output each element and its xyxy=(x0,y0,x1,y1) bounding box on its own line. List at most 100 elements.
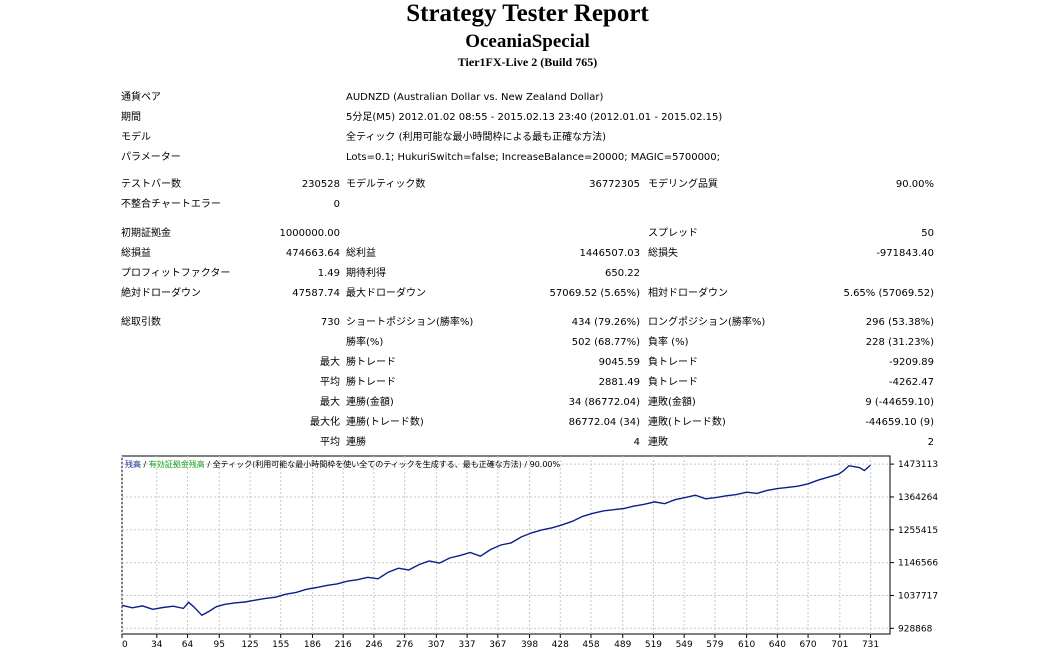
server-build: Tier1FX-Live 2 (Build 765) xyxy=(457,55,598,69)
model-label: モデル xyxy=(121,132,151,143)
x-tick-label: 367 xyxy=(489,640,506,650)
avg-consec-loss-value: 2 xyxy=(927,437,934,448)
average-prefix: 平均 xyxy=(320,377,340,388)
x-tick-label: 337 xyxy=(458,640,475,650)
mismatch-value: 0 xyxy=(333,199,340,210)
loss-pct-value: 228 (31.23%) xyxy=(865,337,934,348)
total-trades-value: 730 xyxy=(320,317,340,328)
x-tick-label: 398 xyxy=(521,640,538,650)
x-tick-label: 0 xyxy=(122,640,128,650)
loss-pct-label: 負率 (%) xyxy=(648,337,689,348)
max-consec-prefix: 最大 xyxy=(320,397,340,408)
win-pct-value: 502 (68.77%) xyxy=(571,337,640,348)
period-label: 期間 xyxy=(121,112,141,123)
spread-value: 50 xyxy=(921,228,934,239)
x-tick-label: 125 xyxy=(241,640,258,650)
y-tick-label: 928868 xyxy=(898,624,933,634)
max-drawdown-label: 最大ドローダウン xyxy=(346,288,426,299)
max-consec-loss-value: 9 (-44659.10) xyxy=(865,397,934,408)
rel-drawdown-value: 5.65% (57069.52) xyxy=(843,288,934,299)
y-tick-label: 1255415 xyxy=(898,526,938,536)
report-title: Strategy Tester Report xyxy=(406,0,649,27)
max-drawdown-value: 57069.52 (5.65%) xyxy=(549,288,640,299)
profit-factor-label: プロフィットファクター xyxy=(121,268,231,279)
avg-consec-win-value: 4 xyxy=(633,437,640,448)
x-tick-label: 34 xyxy=(151,640,163,650)
x-tick-label: 186 xyxy=(304,640,321,650)
short-positions-label: ショートポジション(勝率%) xyxy=(346,317,474,328)
avg-win-label: 勝トレード xyxy=(346,377,396,388)
ticks-value: 36772305 xyxy=(589,179,640,190)
long-positions-label: ロングポジション(勝率%) xyxy=(648,317,766,328)
x-tick-label: 610 xyxy=(738,640,755,650)
avg-loss-value: -4262.47 xyxy=(889,377,934,388)
largest-win-value: 9045.59 xyxy=(598,357,640,368)
avg-consec-win-label: 連勝 xyxy=(346,437,366,448)
largest-win-label: 勝トレード xyxy=(346,357,396,368)
x-tick-label: 489 xyxy=(614,640,631,650)
legend-model: 全ティック(利用可能な最小時間枠を使い全てのティックを生成する、最も正確な方法)… xyxy=(213,459,561,469)
pair-label: 通貨ペア xyxy=(121,92,161,103)
x-tick-label: 640 xyxy=(769,640,786,650)
period-value: 5分足(M5) 2012.01.02 08:55 - 2015.02.13 23… xyxy=(346,112,723,123)
avg-win-value: 2881.49 xyxy=(598,377,640,388)
x-tick-label: 458 xyxy=(582,640,599,650)
expert-name: OceaniaSpecial xyxy=(465,31,590,52)
params-label: パラメーター xyxy=(121,152,181,163)
maximal-prefix: 最大化 xyxy=(310,417,340,428)
pair-value: AUDNZD (Australian Dollar vs. New Zealan… xyxy=(346,92,604,103)
largest-loss-value: -9209.89 xyxy=(889,357,934,368)
x-tick-label: 246 xyxy=(365,640,382,650)
deposit-value: 1000000.00 xyxy=(279,228,340,239)
x-tick-label: 701 xyxy=(831,640,848,650)
maximal-win-value: 86772.04 (34) xyxy=(568,417,640,428)
x-tick-label: 549 xyxy=(676,640,693,650)
avg-consec-prefix: 平均 xyxy=(320,437,340,448)
net-profit-label: 総損益 xyxy=(121,248,151,259)
x-tick-label: 276 xyxy=(396,640,413,650)
chart-legend: 残高 / 有効証拠金残高 / 全ティック(利用可能な最小時間枠を使い全てのティッ… xyxy=(125,459,561,469)
total-trades-label: 総取引数 xyxy=(121,317,161,328)
x-tick-label: 307 xyxy=(428,640,445,650)
plot-area xyxy=(121,455,891,635)
x-tick-label: 579 xyxy=(706,640,723,650)
balance-line xyxy=(121,464,871,617)
largest-prefix: 最大 xyxy=(320,357,340,368)
bars-label: テストバー数 xyxy=(121,179,181,190)
short-positions-value: 434 (79.26%) xyxy=(571,317,640,328)
abs-drawdown-label: 絶対ドローダウン xyxy=(121,288,201,299)
x-tick-label: 731 xyxy=(862,640,879,650)
gross-profit-value: 1446507.03 xyxy=(579,248,640,259)
avg-loss-label: 負トレード xyxy=(648,377,698,388)
y-tick-label: 1473113 xyxy=(898,460,938,470)
x-tick-label: 216 xyxy=(335,640,352,650)
y-tick-label: 1364264 xyxy=(898,493,938,503)
gross-loss-label: 総損失 xyxy=(648,248,678,259)
long-positions-value: 296 (53.38%) xyxy=(865,317,934,328)
legend-sep-1: / xyxy=(141,460,149,469)
maximal-loss-label: 連敗(トレード数) xyxy=(648,417,726,428)
profit-factor-value: 1.49 xyxy=(317,268,340,279)
quality-value: 90.00% xyxy=(895,179,934,190)
x-tick-label: 519 xyxy=(645,640,662,650)
max-consec-loss-label: 連敗(金額) xyxy=(648,397,696,408)
params-value: Lots=0.1; HukuriSwitch=false; IncreaseBa… xyxy=(346,152,721,163)
balance-chart: 残高 / 有効証拠金残高 / 全ティック(利用可能な最小時間枠を使い全てのティッ… xyxy=(120,455,938,650)
rel-drawdown-label: 相対ドローダウン xyxy=(648,288,728,299)
x-tick-label: 95 xyxy=(214,640,225,650)
largest-loss-label: 負トレード xyxy=(648,357,698,368)
abs-drawdown-value: 47587.74 xyxy=(292,288,340,299)
bars-value: 230528 xyxy=(301,179,340,190)
quality-label: モデリング品質 xyxy=(648,179,718,190)
x-tick-label: 670 xyxy=(799,640,816,650)
max-consec-win-value: 34 (86772.04) xyxy=(568,397,640,408)
ticks-label: モデルティック数 xyxy=(346,179,426,190)
gross-loss-value: -971843.40 xyxy=(876,248,934,259)
legend-sep-2: / xyxy=(205,460,213,469)
model-value: 全ティック (利用可能な最小時間枠による最も正確な方法) xyxy=(346,132,607,143)
maximal-loss-value: -44659.10 (9) xyxy=(865,417,934,428)
deposit-label: 初期証拠金 xyxy=(121,228,171,239)
legend-balance: 残高 xyxy=(125,459,141,469)
x-tick-label: 428 xyxy=(552,640,569,650)
win-pct-label: 勝率(%) xyxy=(346,337,384,348)
